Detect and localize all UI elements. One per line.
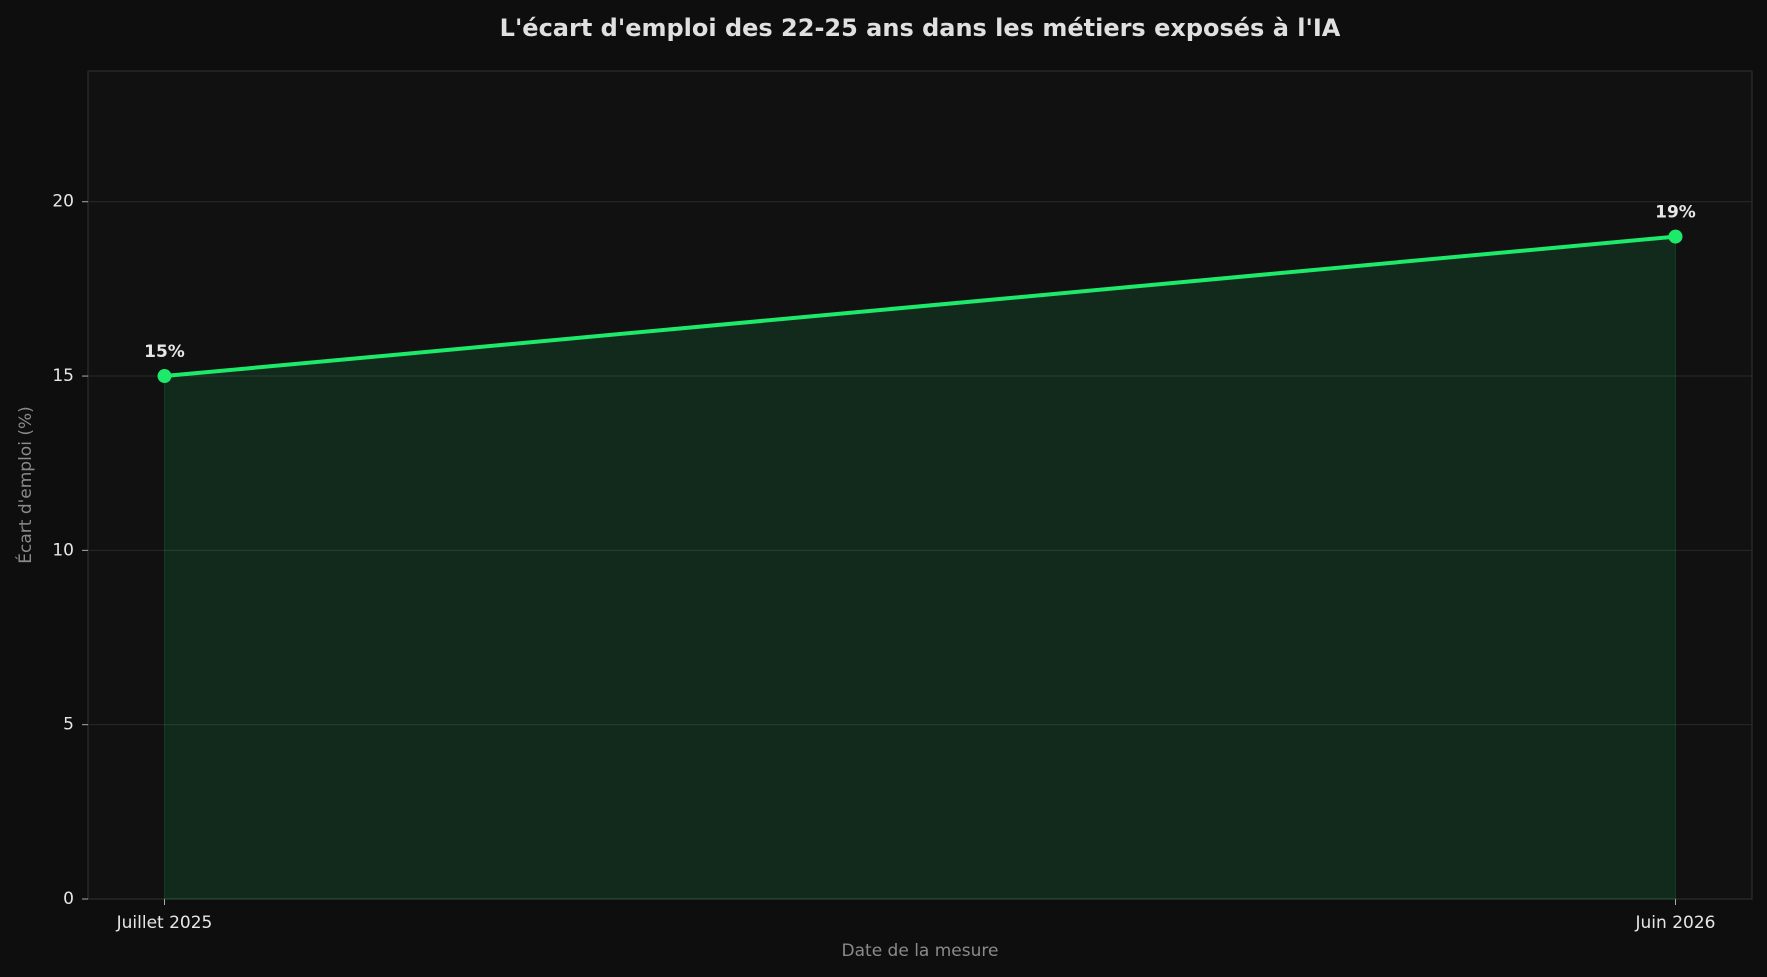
y-tick-label: 10 xyxy=(52,540,74,560)
plot-area xyxy=(87,70,1753,900)
x-axis-label: Date de la mesure xyxy=(842,941,999,961)
y-tick-label: 15 xyxy=(52,366,74,386)
line xyxy=(164,234,1676,379)
point xyxy=(157,369,172,384)
y-tick-label: 0 xyxy=(63,889,74,909)
x-tick-label: Juillet 2025 xyxy=(116,913,213,933)
chart-title: L'écart d'emploi des 22-25 ans dans les … xyxy=(500,14,1341,42)
y-tick-label: 5 xyxy=(63,715,74,735)
point xyxy=(1668,229,1683,244)
y-axis-label: Écart d'emploi (%) xyxy=(14,406,36,564)
data-label: 15% xyxy=(144,342,185,362)
data-label: 19% xyxy=(1655,203,1696,223)
x-tick-label: Juin 2026 xyxy=(1635,913,1716,933)
y-tick-label: 20 xyxy=(52,192,74,212)
